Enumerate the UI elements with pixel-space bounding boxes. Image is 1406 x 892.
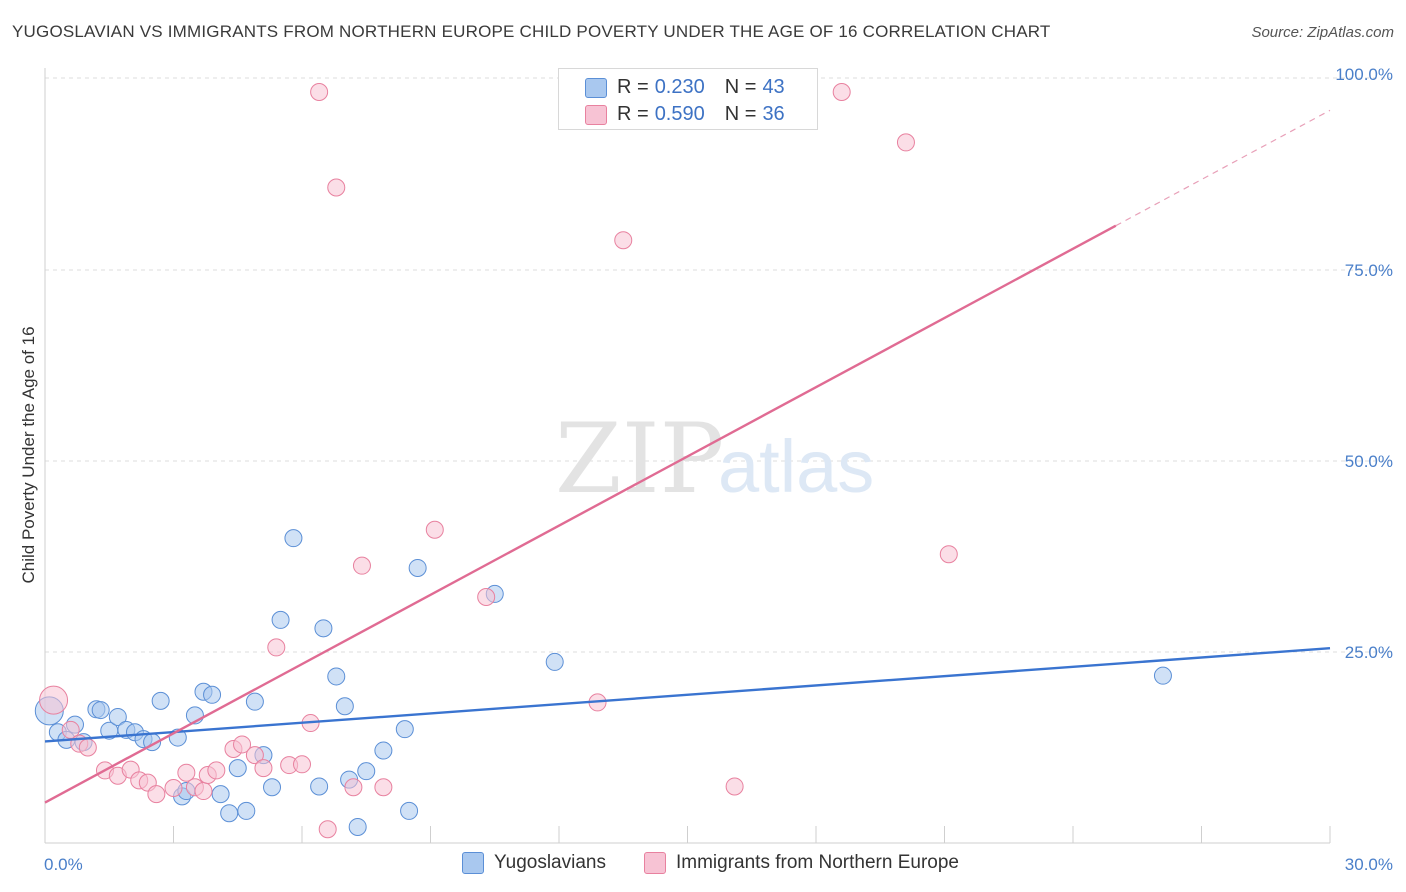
yugoslavians-point <box>284 529 303 548</box>
northern-europe-point <box>293 755 311 774</box>
northern-europe-point <box>164 778 183 797</box>
northern-europe-point <box>425 520 444 539</box>
yugoslavians-point <box>203 685 222 704</box>
yugoslavians-point <box>314 619 333 638</box>
yugoslavians-point <box>1153 666 1172 685</box>
yugoslavians-point <box>220 804 239 823</box>
yugoslavians-point <box>271 610 290 629</box>
northern-europe-point <box>614 231 633 250</box>
watermark-atlas: atlas <box>718 425 874 508</box>
legend-n-value: 36 <box>762 102 785 125</box>
yugoslavians-point <box>374 741 393 760</box>
data-points <box>34 82 1172 839</box>
x-tick-label-min: 0.0% <box>44 855 83 874</box>
northern-europe-point <box>147 785 166 804</box>
yugoslavians-point <box>545 652 564 671</box>
bottom-legend-label-northern-europe: Immigrants from Northern Europe <box>676 852 959 873</box>
legend-n-label: N = <box>724 102 757 125</box>
northern-europe-point <box>896 133 915 152</box>
legend-row-yugoslavians: R = 0.230 N = 43 <box>585 74 785 100</box>
tick-labels: 25.0% 50.0% 75.0% 100.0% 0.0% 30.0% <box>44 65 1393 874</box>
correlation-legend: R = 0.230 N = 43 R = 0.590 N = 36 <box>558 68 818 130</box>
northern-europe-point <box>39 685 69 715</box>
northern-europe-point <box>327 178 346 197</box>
northern-europe-trend-line <box>44 224 1117 804</box>
yugoslavians-point <box>327 667 346 686</box>
y-axis-label: Child Poverty Under the Age of 16 <box>19 326 38 583</box>
yugoslavians-point <box>263 778 282 797</box>
northern-europe-point <box>344 778 363 797</box>
watermark: ZIP atlas <box>555 403 874 515</box>
northern-europe-point <box>477 587 496 606</box>
bottom-legend-northern-europe: Immigrants from Northern Europe <box>644 852 959 874</box>
yugoslavians-point <box>91 701 110 720</box>
y-tick-label: 100.0% <box>1335 65 1393 84</box>
bottom-legend-label-yugoslavians: Yugoslavians <box>494 852 606 873</box>
northern-europe-point <box>832 82 851 101</box>
northern-europe-point <box>725 777 744 796</box>
legend-r-value: 0.230 <box>654 75 705 98</box>
legend-n-label: N = <box>724 75 757 98</box>
watermark-zip: ZIP <box>555 403 724 515</box>
trend-lines <box>44 109 1331 804</box>
y-tick-label: 25.0% <box>1345 643 1393 662</box>
northern-europe-point <box>233 735 252 754</box>
northern-europe-point <box>318 820 337 839</box>
northern-europe-point <box>254 759 273 778</box>
yugoslavians-point <box>228 759 247 778</box>
gridlines <box>45 77 1392 653</box>
northern-europe-point <box>207 761 226 780</box>
y-tick-label: 75.0% <box>1345 261 1393 280</box>
yugoslavians-point <box>237 801 256 820</box>
bottom-legend-swatch-pink <box>644 852 666 874</box>
northern-europe-point <box>267 638 286 657</box>
legend-r-label: R = <box>617 102 649 125</box>
yugoslavians-point <box>151 691 170 710</box>
legend-swatch-pink <box>585 105 607 125</box>
bottom-legend-swatch-blue <box>462 852 484 874</box>
yugoslavians-point <box>408 558 427 577</box>
northern-europe-point <box>374 778 393 797</box>
yugoslavians-point <box>108 707 127 726</box>
chart-title: YUGOSLAVIAN VS IMMIGRANTS FROM NORTHERN … <box>12 22 1051 41</box>
northern-europe-point <box>78 738 97 757</box>
northern-europe-point <box>194 782 213 801</box>
yugoslavians-point <box>400 801 419 820</box>
legend-row-northern-europe: R = 0.590 N = 36 <box>585 101 785 127</box>
legend-swatch-blue <box>585 78 607 98</box>
legend-r-value: 0.590 <box>654 102 705 125</box>
yugoslavians-point <box>245 692 264 711</box>
legend-n-value: 43 <box>762 75 785 98</box>
northern-europe-point <box>310 82 329 101</box>
yugoslavians-point <box>310 777 329 796</box>
northern-europe-point <box>245 746 264 765</box>
yugoslavians-point <box>395 720 414 739</box>
yugoslavians-point <box>357 762 376 781</box>
yugoslavians-trend-line <box>44 646 1331 743</box>
northern-europe-trend-extension <box>1115 109 1331 227</box>
northern-europe-point <box>177 763 196 782</box>
yugoslavians-point <box>335 697 354 716</box>
yugoslavians-point <box>348 817 367 836</box>
yugoslavians-point <box>211 785 230 804</box>
x-tick-label-max: 30.0% <box>1345 855 1393 874</box>
northern-europe-point <box>352 556 371 575</box>
northern-europe-point <box>939 545 958 564</box>
chart-source: Source: ZipAtlas.com <box>1251 24 1394 41</box>
bottom-legend-yugoslavians: Yugoslavians <box>462 852 606 874</box>
legend-r-label: R = <box>617 75 649 98</box>
y-tick-label: 50.0% <box>1345 452 1393 471</box>
